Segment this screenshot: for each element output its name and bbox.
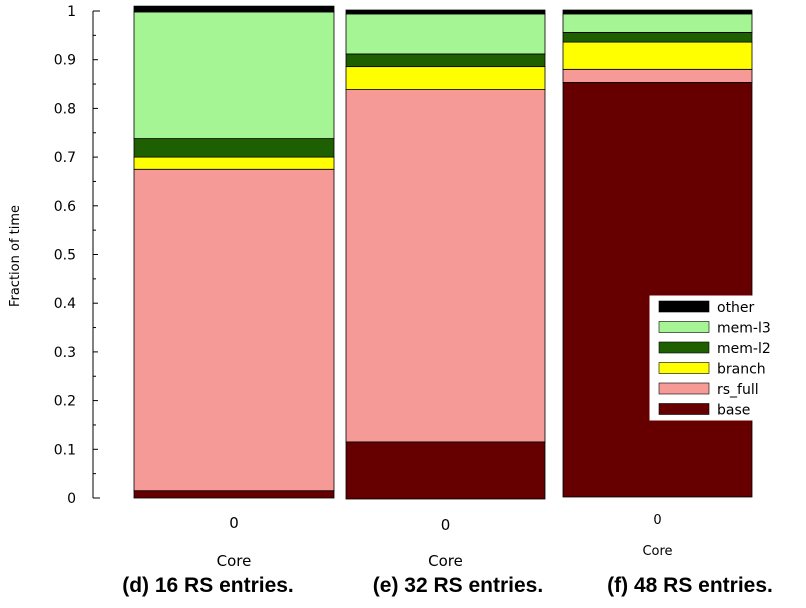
bar-segment-other <box>345 9 546 15</box>
legend-swatch-mem-l3 <box>658 321 710 333</box>
legend-label-rs_full: rs_full <box>717 382 759 398</box>
legend-swatch-other <box>658 300 710 313</box>
bar-segment-mem-l2 <box>562 31 753 43</box>
legend-label-branch: branch <box>717 362 766 378</box>
bar-segment-mem-l2 <box>345 53 546 68</box>
caption-d: (d) 16 RS entries. <box>122 574 294 597</box>
legend-swatch-branch <box>658 362 710 374</box>
caption-e: (e) 32 RS entries. <box>372 574 544 597</box>
bar-segment-rs_full <box>133 168 335 492</box>
bar-segment-mem-l3 <box>562 13 753 33</box>
y-axis-label: Fraction of time <box>8 205 23 307</box>
y-tick-label: 0.2 <box>54 394 76 410</box>
y-tick-label: 0.7 <box>54 150 76 166</box>
bar-segment-branch <box>133 156 335 170</box>
legend-box <box>649 295 773 421</box>
x-axis-label: Core <box>217 552 252 570</box>
y-tick-label: 0.5 <box>54 248 76 264</box>
bar-segment-rs_full <box>562 68 753 83</box>
x-axis-label: Core <box>428 552 463 570</box>
panel-0: 0 Core <box>133 5 335 570</box>
y-tick-label: 0.9 <box>54 53 76 69</box>
bar-segment-mem-l2 <box>133 138 335 158</box>
y-tick-label: 0.8 <box>54 101 76 117</box>
legend-label-base: base <box>717 403 750 419</box>
legend-label-mem-l2: mem-l2 <box>717 341 771 357</box>
bar-segment-other <box>562 9 753 15</box>
y-tick-label: 1 <box>67 4 76 20</box>
x-tick-label: 0 <box>653 513 661 528</box>
panel-2: 0 Core <box>562 9 753 559</box>
bar-segment-base <box>345 441 546 500</box>
caption-f: (f) 48 RS entries. <box>607 574 773 597</box>
bar-segment-branch <box>562 41 753 70</box>
y-tick-label: 0.6 <box>54 199 76 215</box>
legend-swatch-rs_full <box>658 382 710 395</box>
y-tick-label: 0.3 <box>54 345 76 361</box>
bar-segment-base <box>133 490 335 499</box>
bar-segment-mem-l3 <box>345 13 546 55</box>
y-tick-label: 0 <box>67 491 76 507</box>
x-tick-label: 0 <box>229 514 239 532</box>
bar-segment-mem-l3 <box>133 11 335 139</box>
legend-swatch-mem-l2 <box>658 341 710 354</box>
bar-segment-other <box>133 5 335 13</box>
panel-1: 0 Core <box>345 9 546 570</box>
y-tick-label: 0.1 <box>54 442 76 458</box>
legend-swatch-base <box>658 403 710 415</box>
legend-label-mem-l3: mem-l3 <box>717 321 771 337</box>
stacked-bar-chart: 0 0.1 0.2 0.3 0.4 0.5 0.6 0.7 0.8 0.9 1 Fraction of… <box>8 4 773 570</box>
bar-segment-base <box>562 82 753 498</box>
legend-label-other: other <box>717 300 755 316</box>
bar-segment-rs_full <box>345 89 546 443</box>
y-tick-label: 0.4 <box>54 296 76 312</box>
bar-segment-branch <box>345 66 546 90</box>
x-axis-label: Core <box>642 544 672 559</box>
x-tick-label: 0 <box>441 516 451 534</box>
